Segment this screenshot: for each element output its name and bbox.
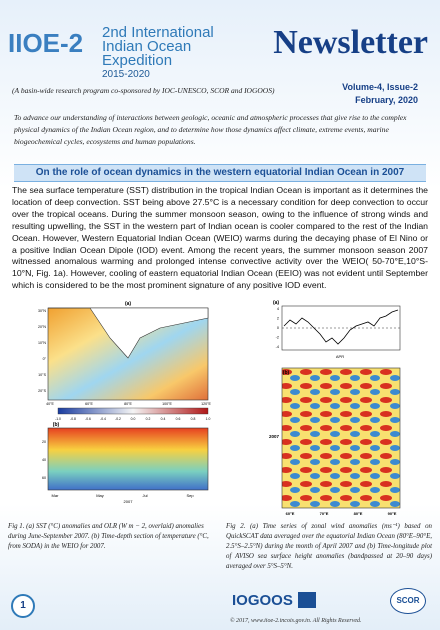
figure-label: (b) — [283, 370, 290, 376]
figure-label: 0.6 — [176, 417, 181, 421]
subtitle: (A basin-wide research program co-sponso… — [12, 86, 275, 95]
figure-label: 0° — [43, 357, 47, 361]
figure-label: 80°E — [124, 402, 132, 406]
figure-label: 90°E — [388, 511, 397, 516]
figure-label: 2 — [277, 317, 279, 321]
figure-label: 0.8 — [191, 417, 196, 421]
figure-label: 0 — [277, 326, 279, 330]
figure-label: 1.0 — [206, 417, 211, 421]
figure-label: 60°E — [85, 402, 93, 406]
copyright: © 2017, www.iioe-2.incois.gov.in. All Ri… — [230, 618, 362, 624]
figure-label: 0.4 — [161, 417, 166, 421]
figure-label: 4 — [277, 307, 279, 311]
figure-label: 2007 — [269, 434, 280, 439]
figure-label: 20 — [42, 440, 46, 444]
article-title: On the role of ocean dynamics in the wes… — [14, 164, 426, 182]
figure-label: 70°E — [320, 511, 329, 516]
figure-label: -1.0 — [55, 417, 61, 421]
figure-label: 60°E — [286, 511, 295, 516]
figure-label: 2007 — [124, 499, 134, 504]
org-line: Indian Ocean — [102, 38, 192, 55]
figure-label: Sep — [186, 493, 194, 498]
org-line: 2015-2020 — [102, 69, 150, 80]
figure2-caption: Fig 2. (a) Time series of zonal wind ano… — [226, 523, 432, 570]
figure-label: Mar — [52, 493, 60, 498]
figure-label: Jul — [142, 493, 147, 498]
intro: To advance our understanding of interact… — [14, 113, 407, 146]
figure-label: 10°S — [38, 373, 46, 377]
figure-label: 0.2 — [146, 417, 151, 421]
figure-label: 0.0 — [131, 417, 136, 421]
figure-label: (a) — [125, 301, 131, 307]
figure-label: -0.2 — [115, 417, 121, 421]
figures: (a) 30°N 20°N 10°N 0° 10°S 20°S 40°E 60°E 80°E 100… — [38, 300, 401, 516]
figure-label: -4 — [276, 345, 279, 349]
org-line: Expedition — [102, 52, 173, 69]
figure1-caption: Fig 1. (a) SST (°C) anomalies and OLR (W… — [8, 523, 209, 550]
figure-label: -0.6 — [85, 417, 91, 421]
figure-label: (b) — [53, 422, 60, 428]
org-line: 2nd International — [102, 24, 214, 41]
scor-logo: SCOR — [390, 588, 426, 614]
figure-label: 80°E — [354, 511, 363, 516]
figure-label: 60 — [42, 476, 46, 480]
logo: IIOE-2 — [8, 28, 84, 58]
article-body: The sea surface temperature (SST) distri… — [12, 185, 428, 291]
figure-label: 20°N — [38, 325, 46, 329]
volume: Volume-4, Issue-2 — [342, 82, 418, 92]
figure-label: (a) — [273, 300, 279, 306]
iogoos-logo: IOGOOS — [232, 592, 293, 609]
org-name: 2nd International Indian Ocean Expeditio… — [102, 24, 214, 82]
date: February, 2020 — [355, 95, 418, 105]
figure-label: 30°N — [38, 309, 46, 313]
figure-label: -0.4 — [100, 417, 106, 421]
figure-label: 100°E — [162, 402, 172, 406]
figure-label: May — [96, 493, 104, 498]
page-number: 1 — [11, 594, 35, 618]
figure-label: -0.8 — [70, 417, 76, 421]
figure-label: 120°E — [201, 402, 211, 406]
figure-label: -2 — [276, 336, 279, 340]
unesco-logo — [298, 592, 316, 608]
figure-label: APR — [336, 354, 344, 359]
figure-label: 10°N — [38, 341, 46, 345]
figure-label: 20°S — [38, 389, 46, 393]
figure-label: 40°E — [46, 402, 54, 406]
figure-label: 40 — [42, 458, 46, 462]
newsletter-title: Newsletter — [273, 24, 428, 61]
